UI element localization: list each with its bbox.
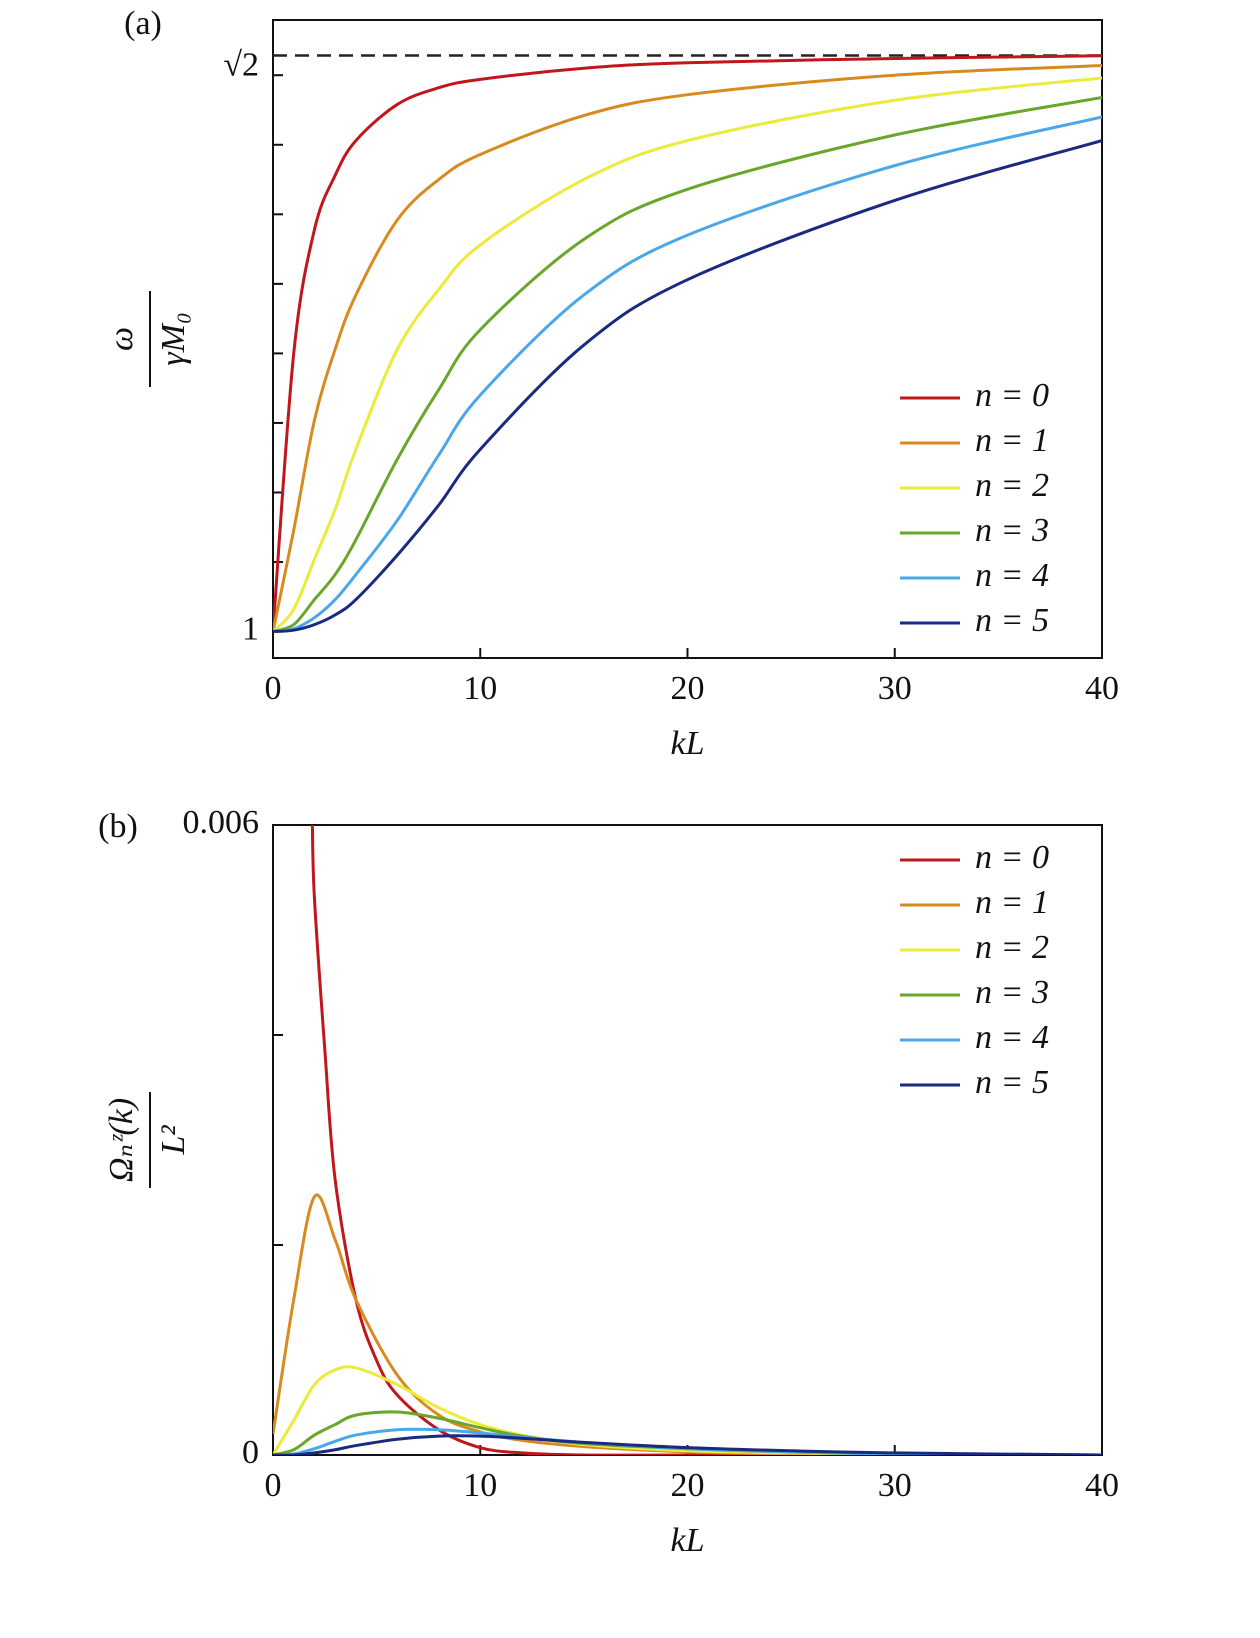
legend-label: n = 3 — [975, 512, 1049, 549]
plot-area — [273, 825, 1102, 1455]
legend-label: n = 0 — [975, 377, 1049, 414]
x-axis-label: kL — [671, 725, 705, 762]
series-line — [273, 115, 1102, 634]
x-tick-label: 10 — [463, 670, 497, 707]
y-tick-label: 1 — [242, 610, 259, 647]
series-line — [273, 63, 1102, 632]
y-tick-label: 0.006 — [183, 804, 260, 841]
series-line — [310, 825, 1102, 1455]
x-tick-label: 40 — [1085, 670, 1119, 707]
plot-area — [273, 54, 1102, 634]
series-line — [273, 54, 1102, 632]
x-tick-label: 0 — [265, 1467, 282, 1504]
series-line — [273, 1434, 1102, 1455]
legend-label: n = 4 — [975, 1019, 1049, 1056]
x-tick-label: 20 — [671, 670, 705, 707]
x-tick-label: 10 — [463, 1467, 497, 1504]
y-axis-label: Ωₙᶻ(k) L² — [103, 1092, 192, 1188]
series-line — [273, 95, 1102, 634]
y-label-denominator: L² — [155, 1125, 192, 1156]
legend-label: n = 1 — [975, 884, 1049, 921]
legend-label: n = 5 — [975, 602, 1049, 639]
panel: (b) 0 10 20 30 40 kL 0 0.006 Ωₙᶻ(k) L² n = 0 n = 1 n … — [98, 804, 1119, 1559]
x-tick-label: 20 — [671, 1467, 705, 1504]
series-line — [273, 76, 1102, 633]
x-tick-label: 40 — [1085, 1467, 1119, 1504]
legend-label: n = 4 — [975, 557, 1049, 594]
y-label-numerator: ω — [103, 327, 140, 351]
y-label-denominator: γM₀ — [155, 312, 192, 366]
x-axis-label: kL — [671, 1522, 705, 1559]
legend-label: n = 1 — [975, 422, 1049, 459]
series-line — [273, 1193, 1102, 1455]
legend-label: n = 0 — [975, 839, 1049, 876]
panel-label: (a) — [124, 5, 162, 42]
x-tick-label: 30 — [878, 1467, 912, 1504]
y-axis-label: ω γM₀ — [103, 291, 192, 387]
series-line — [273, 139, 1102, 634]
x-tick-label: 0 — [265, 670, 282, 707]
legend-label: n = 3 — [975, 974, 1049, 1011]
panel: (a) 0 10 20 30 40 kL 1 √2 ω γM₀ n = 0 n = 1 n = 2 n = … — [103, 5, 1119, 762]
x-tick-label: 30 — [878, 670, 912, 707]
legend-label: n = 2 — [975, 467, 1049, 504]
y-label-numerator: Ωₙᶻ(k) — [103, 1098, 140, 1182]
y-tick-label: 0 — [242, 1434, 259, 1471]
panel-label: (b) — [98, 808, 138, 845]
y-tick-label: √2 — [223, 46, 259, 83]
legend-label: n = 2 — [975, 929, 1049, 966]
legend-label: n = 5 — [975, 1064, 1049, 1101]
